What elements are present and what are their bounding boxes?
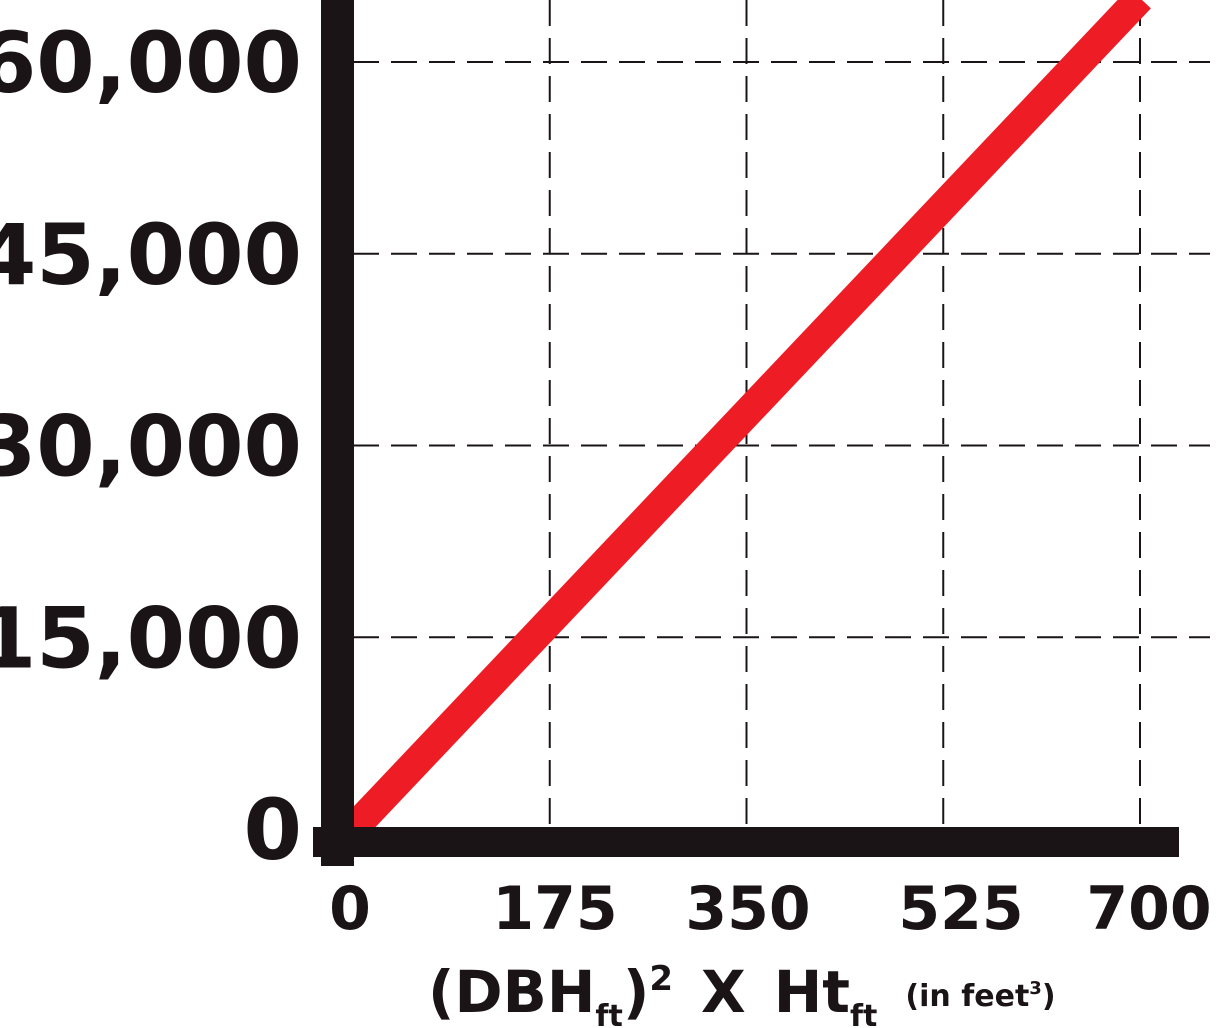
x-axis-line xyxy=(313,827,1179,857)
x-axis-units-open: (in feet xyxy=(905,979,1029,1014)
y-tick-labels: 0 15,000 30,000 45,000 60,000 xyxy=(0,14,302,879)
x-axis-title-ht: Ht xyxy=(774,958,850,1026)
x-axis-title-sub1: ft xyxy=(595,999,622,1028)
y-tick-label-0: 0 xyxy=(244,781,302,879)
x-axis-units-close: ) xyxy=(1042,979,1056,1014)
y-tick-label-1: 15,000 xyxy=(0,589,302,687)
x-axis-title: (DBHft)2 X Htft(in feet3) xyxy=(428,958,1056,1028)
axes xyxy=(313,0,1179,866)
x-axis-title-close: ) xyxy=(623,958,650,1026)
x-tick-label-0: 0 xyxy=(329,874,371,944)
x-axis-title-sub2: ft xyxy=(850,999,877,1028)
series-layer xyxy=(353,0,1151,829)
x-tick-label-2: 350 xyxy=(685,874,810,944)
y-tick-label-2: 30,000 xyxy=(0,398,302,496)
x-tick-labels: 0 175 350 525 700 xyxy=(329,874,1212,944)
y-tick-label-4: 60,000 xyxy=(0,14,302,112)
x-axis-units-sup: 3 xyxy=(1029,978,1042,999)
x-tick-label-3: 525 xyxy=(898,874,1023,944)
x-tick-label-4: 700 xyxy=(1086,874,1211,944)
y-axis-line xyxy=(321,0,354,866)
x-axis-title-open: (DBH xyxy=(428,958,595,1026)
x-axis-title-sup: 2 xyxy=(649,959,673,999)
x-axis-title-times: X xyxy=(701,958,746,1026)
x-grid-lines xyxy=(548,0,1141,828)
y-grid-lines xyxy=(353,61,1210,639)
x-tick-label-1: 175 xyxy=(492,874,617,944)
y-tick-label-3: 45,000 xyxy=(0,206,302,304)
series-line-0 xyxy=(353,0,1151,829)
